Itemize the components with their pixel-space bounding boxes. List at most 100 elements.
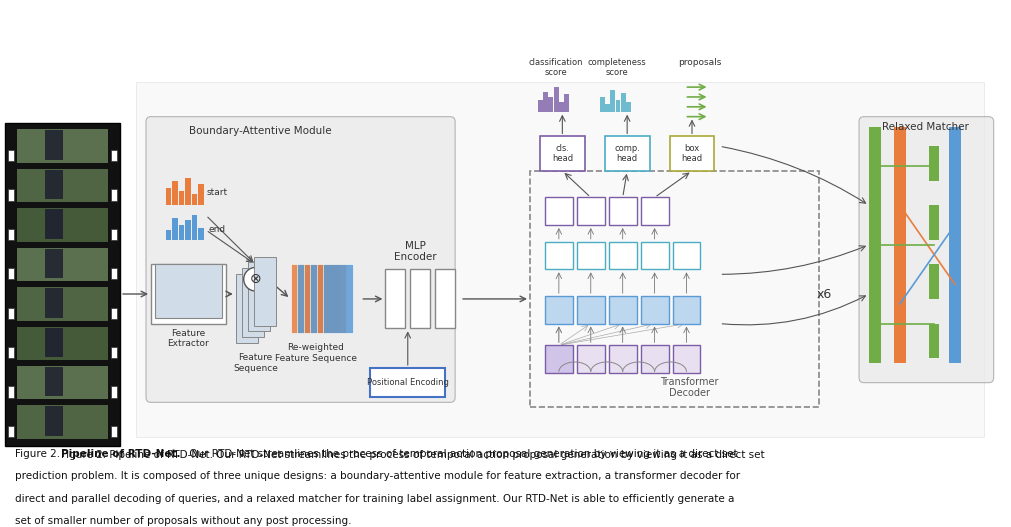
Bar — [641, 345, 668, 373]
Bar — [155, 265, 221, 318]
Bar — [577, 242, 605, 269]
Bar — [435, 269, 455, 328]
Bar — [173, 181, 178, 206]
Text: prediction problem. It is composed of three unique designs: a boundary-attentive: prediction problem. It is composed of th… — [15, 471, 740, 481]
Bar — [5, 123, 120, 446]
Text: Our RTD-Net streamlines the process of temporal action proposal generation by vi: Our RTD-Net streamlines the process of t… — [186, 448, 737, 458]
Bar — [672, 296, 701, 324]
Text: Figure 2. Pipeline of RTD-Net. Our RTD-Net streamlines the process of temporal a: Figure 2. Pipeline of RTD-Net. Our RTD-N… — [61, 450, 764, 460]
Bar — [530, 171, 819, 407]
Circle shape — [244, 267, 268, 291]
Bar — [45, 288, 64, 318]
Bar — [641, 296, 668, 324]
Bar — [577, 198, 605, 225]
Text: Transformer
Decoder: Transformer Decoder — [660, 377, 719, 398]
Bar — [894, 126, 906, 363]
Bar — [111, 347, 117, 358]
Bar — [111, 150, 117, 161]
Bar — [323, 265, 353, 334]
Bar — [609, 198, 637, 225]
Text: Re-weighted
Feature Sequence: Re-weighted Feature Sequence — [275, 344, 357, 363]
Text: direct and parallel decoding of queries, and a relaxed matcher for training labe: direct and parallel decoding of queries,… — [15, 494, 735, 504]
Bar — [254, 257, 276, 326]
Bar — [17, 405, 108, 439]
Bar — [290, 265, 320, 334]
Bar — [545, 198, 573, 225]
Bar — [609, 345, 637, 373]
Bar — [545, 242, 573, 269]
Bar — [236, 274, 258, 343]
Bar — [641, 198, 668, 225]
Bar — [8, 426, 14, 437]
Bar — [410, 269, 431, 328]
Text: cls.
head: cls. head — [552, 144, 573, 163]
Bar — [554, 87, 558, 112]
Bar — [869, 126, 881, 363]
Bar — [8, 347, 14, 358]
Bar — [929, 324, 939, 358]
Bar — [559, 102, 564, 112]
Text: x6: x6 — [817, 288, 832, 300]
Text: Feature
Sequence: Feature Sequence — [234, 353, 278, 373]
Bar — [8, 308, 14, 319]
Bar — [8, 268, 14, 279]
Bar — [929, 265, 939, 299]
Bar — [641, 242, 668, 269]
Bar — [672, 242, 701, 269]
Text: Feature
Extractor: Feature Extractor — [168, 329, 209, 348]
Text: comp.
head: comp. head — [615, 144, 640, 163]
Bar — [242, 268, 264, 337]
Bar — [538, 100, 543, 112]
Bar — [8, 189, 14, 201]
Bar — [179, 225, 184, 240]
Bar — [605, 104, 610, 112]
Text: Figure 2.: Figure 2. — [15, 448, 64, 458]
Bar — [111, 308, 117, 319]
Bar — [577, 296, 605, 324]
Bar — [543, 92, 548, 112]
Text: Boundary-Attentive Module: Boundary-Attentive Module — [189, 126, 332, 136]
Bar — [45, 367, 64, 396]
Bar — [545, 296, 573, 324]
Bar — [303, 265, 334, 334]
FancyBboxPatch shape — [146, 116, 455, 403]
Bar — [166, 230, 172, 240]
Text: proposals: proposals — [677, 58, 721, 67]
Text: classification
score: classification score — [529, 57, 583, 77]
Bar — [45, 327, 64, 357]
FancyBboxPatch shape — [859, 116, 994, 383]
Bar — [17, 248, 108, 281]
Text: start: start — [206, 188, 227, 197]
Bar — [192, 193, 197, 206]
Bar — [609, 242, 637, 269]
Bar — [540, 136, 584, 171]
Bar — [549, 97, 553, 112]
Text: end: end — [208, 226, 225, 235]
Bar — [45, 170, 64, 199]
Text: box
head: box head — [681, 144, 703, 163]
Bar — [316, 265, 347, 334]
Bar — [616, 100, 621, 112]
Bar — [8, 386, 14, 398]
Bar — [111, 386, 117, 398]
Bar — [929, 146, 939, 181]
Bar — [609, 296, 637, 324]
Bar — [605, 136, 650, 171]
Bar — [621, 93, 626, 112]
Bar — [600, 97, 605, 112]
Text: MLP
Encoder: MLP Encoder — [394, 241, 437, 262]
Bar — [8, 229, 14, 240]
Bar — [948, 126, 960, 363]
Text: Pipeline of RTD-Net.: Pipeline of RTD-Net. — [62, 448, 181, 458]
Text: set of smaller number of proposals without any post processing.: set of smaller number of proposals witho… — [15, 515, 352, 525]
Bar — [929, 206, 939, 240]
Bar — [151, 265, 225, 324]
Bar — [370, 368, 445, 397]
Bar — [185, 178, 191, 206]
Bar — [17, 287, 108, 320]
Bar — [166, 188, 172, 206]
Bar — [198, 228, 204, 240]
Bar — [297, 265, 327, 334]
Bar — [111, 268, 117, 279]
Bar — [45, 406, 64, 436]
